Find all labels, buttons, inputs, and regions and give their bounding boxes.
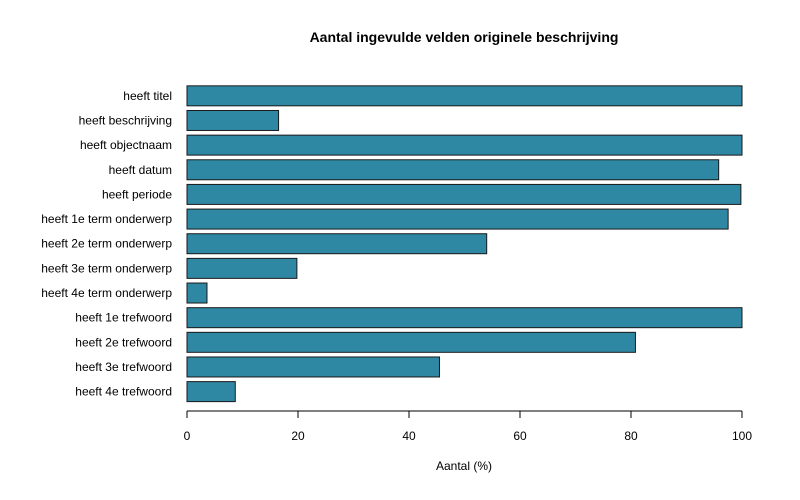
category-label: heeft datum [109,163,172,177]
category-label: heeft beschrijving [79,113,172,127]
bars-group [186,85,743,403]
category-label: heeft 3e term onderwerp [41,261,172,275]
bar [186,356,441,378]
bar [186,208,729,230]
bar [186,307,743,329]
bar [186,109,280,131]
category-label: heeft 3e trefwoord [75,360,172,374]
bar [186,183,742,205]
category-label: heeft 1e trefwoord [75,311,172,325]
category-label: heeft 4e term onderwerp [41,286,172,300]
category-label: heeft 4e trefwoord [75,385,172,399]
x-axis: 0 20 40 60 80 100 [184,410,752,443]
bar [186,159,720,181]
category-label: heeft periode [102,187,172,201]
category-label: heeft 1e term onderwerp [41,212,172,226]
category-label: heeft 2e trefwoord [75,335,172,349]
category-label: heeft titel [123,89,172,103]
bar [186,331,636,353]
category-labels-group: heeft titel heeft beschrijving heeft objec… [41,89,172,399]
bar [186,257,298,279]
bar [186,134,743,156]
category-label: heeft 2e term onderwerp [41,237,172,251]
x-axis-label: Aantal (%) [436,459,492,473]
bar [186,381,236,403]
chart-title: Aantal ingevulde velden originele beschr… [310,29,619,45]
bar [186,85,743,107]
x-tick-label: 60 [513,429,527,443]
category-label: heeft objectnaam [80,138,172,152]
bar [186,233,488,255]
x-tick-label: 100 [732,429,752,443]
x-tick-label: 20 [291,429,305,443]
x-tick-label: 0 [184,429,191,443]
bar [186,282,208,304]
x-tick-label: 80 [624,429,638,443]
x-tick-label: 40 [402,429,416,443]
